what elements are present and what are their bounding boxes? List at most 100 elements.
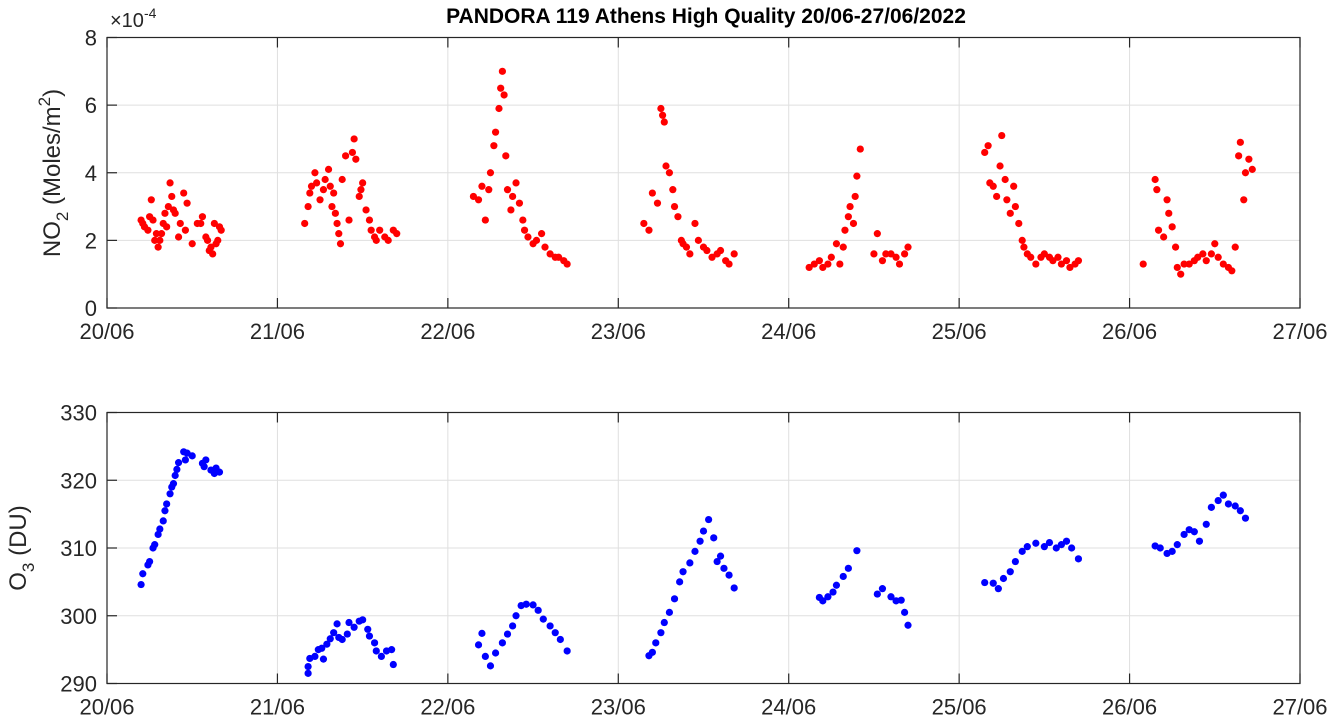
- no2-data-point: [998, 131, 1006, 140]
- no2-data-point: [345, 216, 353, 224]
- no2-data-point: [657, 104, 665, 113]
- o3-data-point: [1006, 568, 1014, 576]
- no2-data-point: [1018, 236, 1026, 244]
- o3-data-point: [844, 564, 852, 572]
- no2-data-point: [497, 84, 505, 92]
- no2-data-point: [682, 243, 691, 251]
- no2-data-point: [181, 226, 189, 234]
- o3-data-point: [146, 557, 154, 566]
- no2-data-point: [686, 250, 694, 258]
- no2-x-tick-label: 20/06: [79, 319, 134, 344]
- no2-data-point: [703, 246, 711, 255]
- no2-data-point: [904, 243, 912, 251]
- o3-data-point: [372, 647, 380, 655]
- no2-data-point: [541, 243, 549, 251]
- no2-data-point: [1202, 257, 1210, 265]
- o3-data-point: [539, 615, 547, 623]
- no2-y-tick-label: 6: [85, 93, 97, 118]
- no2-data-point: [1049, 257, 1057, 265]
- o3-data-point: [710, 534, 718, 542]
- o3-data-point: [359, 616, 367, 624]
- o3-data-point: [330, 629, 338, 637]
- no2-data-point: [1185, 260, 1193, 268]
- no2-data-point: [495, 104, 503, 113]
- no2-data-point: [984, 142, 992, 150]
- o3-data-point: [388, 646, 396, 654]
- no2-data-point: [348, 148, 357, 157]
- o3-data-point: [725, 571, 733, 579]
- no2-data-point: [365, 216, 374, 224]
- no2-data-point: [827, 253, 835, 261]
- no2-data-point: [328, 202, 336, 211]
- o3-data-point: [377, 652, 385, 661]
- o3-data-point: [832, 581, 841, 589]
- no2-data-point: [882, 250, 890, 258]
- no2-data-point: [490, 142, 498, 150]
- no2-data-point: [330, 189, 338, 197]
- o3-data-point: [1023, 543, 1031, 551]
- no2-data-point: [209, 250, 217, 258]
- o3-data-point: [512, 612, 520, 620]
- no2-data-point: [217, 226, 225, 234]
- no2-data-point: [839, 243, 847, 251]
- no2-data-point: [694, 236, 702, 244]
- o3-data-point: [716, 552, 725, 560]
- o3-data-point: [676, 578, 684, 586]
- no2-data-point: [164, 202, 172, 211]
- o3-data-point: [139, 570, 147, 578]
- no2-data-point: [176, 219, 184, 228]
- no2-data-point: [660, 118, 668, 126]
- o3-data-point: [873, 590, 881, 598]
- no2-data-point: [174, 233, 183, 241]
- o3-data-point: [853, 547, 861, 555]
- no2-data-point: [1160, 233, 1168, 241]
- o3-data-point: [338, 635, 346, 644]
- o3-data-point: [1074, 555, 1083, 563]
- no2-data-point: [151, 236, 159, 244]
- no2-data-point: [203, 236, 212, 244]
- o3-data-point: [551, 629, 559, 637]
- o3-data-point: [839, 572, 847, 581]
- no2-data-point: [537, 230, 546, 238]
- no2-data-point: [357, 186, 365, 194]
- no2-data-point: [481, 216, 489, 224]
- o3-data-point: [696, 537, 704, 545]
- o3-data-point: [1190, 528, 1198, 536]
- o3-data-point: [503, 630, 512, 638]
- o3-data-point: [166, 490, 174, 498]
- no2-data-point: [716, 246, 725, 255]
- o3-data-point: [174, 459, 183, 467]
- o3-data-point: [887, 593, 895, 601]
- o3-data-point: [370, 639, 379, 647]
- no2-data-point: [512, 179, 520, 187]
- o3-data-point: [1156, 544, 1164, 552]
- o3-data-point: [163, 500, 171, 508]
- no2-data-point: [887, 250, 895, 258]
- no2-data-point: [1163, 196, 1171, 204]
- no2-data-point: [1231, 243, 1239, 251]
- no2-data-point: [691, 219, 699, 228]
- no2-data-point: [188, 240, 196, 248]
- no2-data-point: [563, 260, 571, 268]
- o3-data-point: [151, 541, 159, 549]
- no2-data-point: [851, 192, 859, 201]
- no2-data-point: [993, 192, 1001, 201]
- no2-y-tick-label: 4: [85, 161, 97, 186]
- no2-x-tick-label: 25/06: [932, 319, 987, 344]
- o3-data-point: [901, 608, 909, 616]
- o3-data-point: [1032, 539, 1040, 547]
- no2-data-point: [307, 182, 316, 190]
- o3-x-tick-label: 27/06: [1272, 695, 1327, 720]
- no2-data-point: [892, 253, 900, 261]
- no2-data-point: [500, 91, 508, 99]
- no2-data-point: [1165, 209, 1173, 217]
- no2-data-point: [161, 209, 169, 217]
- no2-data-point: [708, 253, 716, 261]
- no2-data-point: [507, 206, 515, 214]
- no2-data-point: [989, 182, 997, 190]
- o3-data-point: [343, 630, 351, 638]
- no2-data-point: [670, 202, 679, 211]
- no2-data-point: [1219, 260, 1227, 268]
- no2-data-point: [376, 226, 384, 234]
- no2-data-point: [674, 213, 682, 221]
